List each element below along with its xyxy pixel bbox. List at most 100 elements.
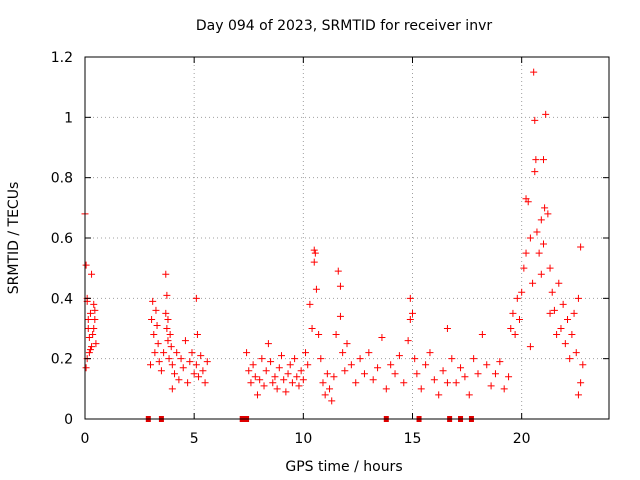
data-point — [201, 379, 209, 387]
y-tick-label: 0 — [64, 412, 73, 428]
data-point — [85, 349, 93, 357]
data-point — [426, 349, 434, 357]
x-tick-label: 15 — [404, 431, 422, 447]
data-point — [332, 331, 340, 339]
data-point — [284, 370, 292, 378]
data-point — [147, 361, 154, 369]
y-tick-label: 0.4 — [51, 291, 73, 307]
data-point — [155, 358, 163, 366]
data-point — [323, 370, 331, 378]
data-point — [382, 385, 390, 393]
data-point — [91, 315, 99, 323]
data-point — [505, 373, 513, 381]
data-point — [168, 361, 176, 369]
data-point — [334, 267, 342, 275]
data-point — [249, 361, 257, 369]
data-point — [378, 334, 386, 342]
data-point — [326, 385, 334, 393]
data-point — [330, 373, 338, 381]
data-point — [537, 270, 545, 278]
data-point — [165, 355, 173, 363]
data-point — [173, 349, 181, 357]
data-point — [500, 385, 508, 393]
data-point — [535, 249, 543, 257]
data-point — [253, 391, 261, 399]
data-point — [341, 367, 349, 375]
data-point — [574, 391, 582, 399]
data-point — [299, 376, 307, 384]
data-point — [544, 210, 552, 218]
data-point — [197, 352, 205, 360]
data-point — [288, 379, 296, 387]
data-point — [409, 309, 416, 317]
data-point — [513, 294, 521, 302]
data-point — [540, 240, 547, 248]
data-point — [153, 321, 161, 329]
data-point — [483, 361, 491, 369]
data-point — [262, 367, 270, 375]
data-point — [317, 355, 325, 363]
axis-ticks — [84, 56, 609, 420]
data-point — [163, 291, 171, 299]
data-point — [526, 343, 534, 351]
data-point — [247, 379, 255, 387]
data-point — [570, 309, 578, 317]
data-point — [278, 352, 285, 360]
data-point — [162, 270, 170, 278]
data-point — [478, 331, 486, 339]
data-point — [82, 261, 90, 269]
data-point — [167, 343, 175, 351]
data-point — [568, 331, 576, 339]
data-point — [374, 364, 382, 372]
data-point — [89, 331, 97, 339]
data-point — [511, 331, 519, 339]
data-point — [533, 228, 541, 236]
data-point — [406, 294, 414, 302]
data-point — [315, 331, 323, 339]
data-point — [86, 309, 94, 317]
data-point — [365, 349, 373, 357]
data-point — [181, 337, 189, 345]
data-point — [282, 388, 290, 396]
x-tick-label: 20 — [513, 431, 531, 447]
data-point — [188, 349, 196, 357]
data-point — [164, 315, 172, 323]
y-tick-label: 1.2 — [51, 50, 73, 66]
data-point — [91, 306, 99, 314]
data-point — [509, 309, 517, 317]
data-point — [92, 340, 100, 348]
data-point — [553, 331, 561, 339]
data-point — [163, 325, 171, 332]
data-point — [515, 315, 523, 323]
data-point — [520, 264, 528, 272]
data-point — [531, 168, 539, 176]
data-point — [90, 300, 98, 308]
data-point — [443, 379, 451, 387]
data-point — [541, 204, 549, 212]
data-point — [179, 364, 187, 372]
data-point — [311, 249, 319, 257]
data-point — [177, 355, 185, 363]
data-point — [448, 355, 456, 363]
data-point — [557, 325, 565, 332]
x-axis-title: GPS time / hours — [285, 459, 402, 475]
data-point — [275, 364, 283, 372]
data-point — [507, 325, 515, 332]
data-point — [193, 331, 201, 339]
data-point — [308, 325, 316, 332]
data-point — [574, 294, 582, 302]
data-point — [199, 367, 207, 375]
data-point — [251, 373, 259, 381]
data-point — [531, 116, 539, 124]
data-point — [175, 376, 183, 384]
data-point — [487, 382, 495, 390]
data-point — [280, 376, 288, 384]
data-point — [406, 315, 414, 323]
data-point — [192, 294, 200, 302]
data-point — [566, 355, 574, 363]
data-point — [192, 361, 200, 369]
data-point — [400, 379, 408, 387]
data-point — [306, 300, 314, 308]
x-tick-label: 10 — [294, 431, 312, 447]
data-point — [526, 234, 534, 242]
